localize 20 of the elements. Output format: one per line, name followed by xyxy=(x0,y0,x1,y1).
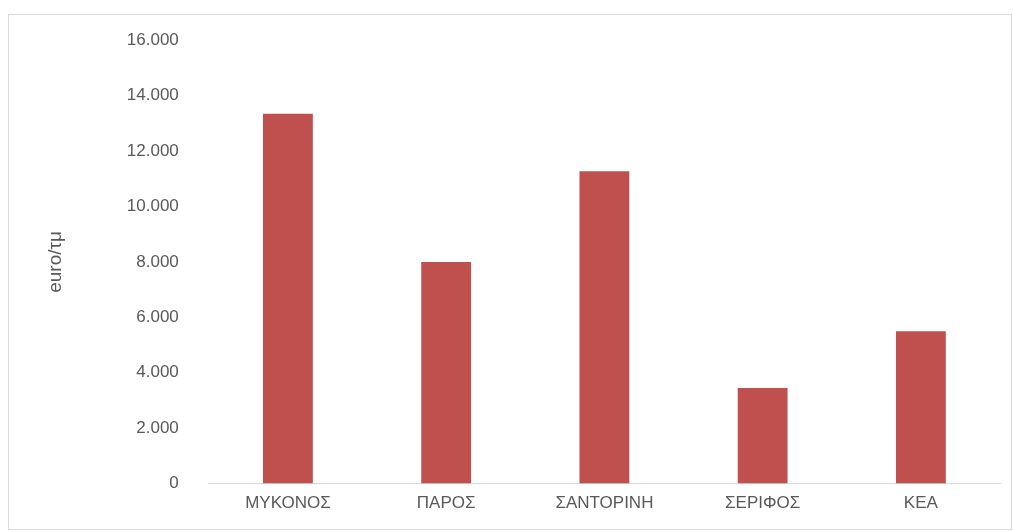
y-tick-label: 2.000 xyxy=(136,417,179,437)
bar xyxy=(579,171,630,484)
y-tick-label: 10.000 xyxy=(126,196,179,216)
bar xyxy=(895,331,946,484)
y-tick-label: 8.000 xyxy=(136,251,179,271)
x-tick-label: ΣΑΝΤΟΡΙΝΗ xyxy=(555,493,654,513)
y-tick-label: 6.000 xyxy=(136,307,179,327)
bar xyxy=(262,113,313,484)
x-tick-label: ΠΑΡΟΣ xyxy=(416,493,476,513)
bar xyxy=(421,261,472,484)
bar xyxy=(737,387,788,484)
x-tick-label: ΚΕΑ xyxy=(903,493,939,513)
x-tick-label: ΣΕΡΙΦΟΣ xyxy=(725,493,801,513)
x-tick-label: ΜΥΚΟΝΟΣ xyxy=(245,493,331,513)
y-tick-label: 12.000 xyxy=(126,140,179,160)
y-tick-label: 16.000 xyxy=(126,29,179,49)
y-tick-label: 0 xyxy=(169,473,179,493)
y-tick-label: 14.000 xyxy=(126,85,179,105)
y-axis-title: euro/τμ xyxy=(43,231,65,293)
y-tick-label: 4.000 xyxy=(136,362,179,382)
